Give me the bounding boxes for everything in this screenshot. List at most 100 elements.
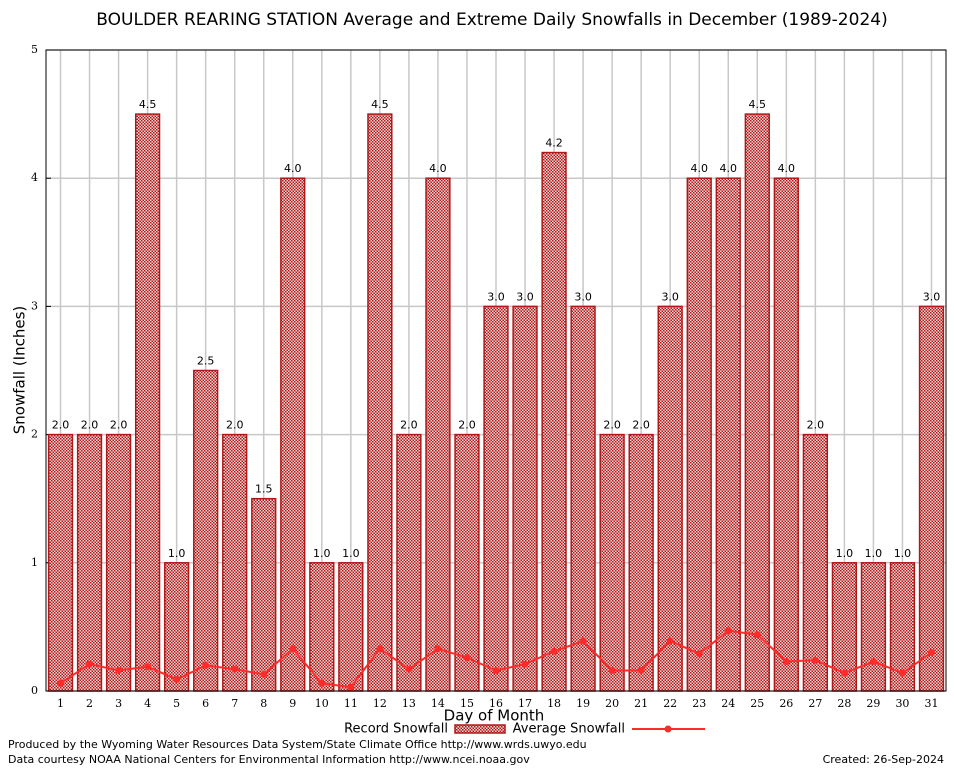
marker [927, 649, 935, 657]
bar [773, 177, 799, 692]
value-label: 4.0 [690, 162, 708, 175]
value-label: 2.0 [458, 419, 476, 432]
bar [657, 305, 683, 692]
marker [260, 670, 268, 678]
bar [425, 177, 451, 692]
value-label: 1.0 [836, 547, 854, 560]
x-tick-label: 20 [605, 697, 619, 710]
marker [202, 661, 210, 669]
chart-title: BOULDER REARING STATION Average and Extr… [96, 10, 887, 30]
x-tick-label: 1 [57, 697, 64, 710]
marker [347, 683, 355, 691]
x-tick-label: 25 [750, 697, 764, 710]
bar [541, 151, 567, 692]
marker [550, 647, 558, 655]
y-tick-label: 2 [31, 428, 38, 441]
x-tick-label: 3 [115, 697, 122, 710]
marker [811, 656, 819, 664]
bar [193, 369, 219, 692]
x-tick-label: 8 [260, 697, 267, 710]
x-tick-label: 15 [460, 697, 474, 710]
footer-note: Produced by the Wyoming Water Resources … [8, 738, 587, 751]
x-tick-label: 18 [547, 697, 561, 710]
marker [869, 658, 877, 666]
x-tick-label: 12 [373, 697, 387, 710]
bar [251, 497, 277, 692]
value-label: 2.0 [226, 419, 244, 432]
value-label: 1.0 [894, 547, 912, 560]
x-tick-label: 13 [402, 697, 416, 710]
bar [860, 562, 887, 692]
marker [434, 645, 442, 653]
y-tick-label: 5 [31, 43, 38, 56]
x-tick-label: 19 [576, 697, 590, 710]
value-label: 4.5 [139, 98, 157, 111]
legend-marker [664, 725, 672, 733]
marker [898, 669, 906, 677]
bar [599, 433, 625, 692]
value-label: 4.2 [545, 137, 563, 150]
x-tick-label: 11 [344, 697, 358, 710]
value-label: 4.5 [749, 98, 767, 111]
marker [724, 627, 732, 635]
bar [105, 433, 132, 692]
bar [512, 305, 538, 692]
x-tick-label: 23 [692, 697, 706, 710]
marker [376, 645, 384, 653]
marker [57, 679, 65, 687]
value-label: 1.0 [168, 547, 186, 560]
value-label: 3.0 [516, 290, 534, 303]
x-tick-label: 10 [315, 697, 329, 710]
x-tick-label: 14 [431, 697, 445, 710]
value-label: 3.0 [574, 290, 592, 303]
x-tick-label: 5 [173, 697, 180, 710]
bar [454, 433, 480, 692]
value-label: 1.0 [865, 547, 883, 560]
marker [782, 658, 790, 666]
x-tick-label: 26 [779, 697, 793, 710]
bar [163, 562, 190, 692]
marker [463, 654, 471, 662]
value-label: 2.0 [400, 419, 418, 432]
marker [492, 666, 500, 674]
value-label: 2.5 [197, 355, 215, 368]
marker [637, 666, 645, 674]
x-tick-label: 4 [144, 697, 151, 710]
value-label: 4.0 [429, 162, 447, 175]
bar [396, 433, 422, 692]
marker [289, 645, 297, 653]
bar [76, 433, 103, 692]
bar [918, 305, 945, 692]
bar [47, 433, 74, 692]
x-tick-label: 24 [721, 697, 735, 710]
x-tick-label: 31 [924, 697, 938, 710]
value-label: 2.0 [110, 419, 128, 432]
bar [802, 433, 829, 692]
plot-border [45, 49, 947, 692]
marker [753, 631, 761, 639]
marker [115, 666, 123, 674]
x-tick-label: 16 [489, 697, 503, 710]
bar [134, 113, 161, 692]
bar [570, 305, 596, 692]
y-tick-label: 4 [31, 171, 38, 184]
y-tick-label: 0 [31, 684, 38, 697]
x-tick-label: 2 [86, 697, 93, 710]
marker [695, 650, 703, 658]
bar [628, 433, 654, 692]
bar [483, 305, 509, 692]
bar [222, 433, 248, 692]
value-label: 2.0 [632, 419, 650, 432]
marker [173, 675, 181, 683]
legend-swatch [454, 724, 506, 734]
marker [579, 637, 587, 645]
footer-note: Data courtesy NOAA National Centers for … [8, 753, 530, 766]
value-label: 1.0 [342, 547, 360, 560]
marker [144, 663, 152, 671]
value-label: 2.0 [52, 419, 70, 432]
bar [338, 562, 364, 692]
value-label: 2.0 [603, 419, 621, 432]
value-label: 2.0 [81, 419, 99, 432]
value-label: 4.5 [371, 98, 389, 111]
